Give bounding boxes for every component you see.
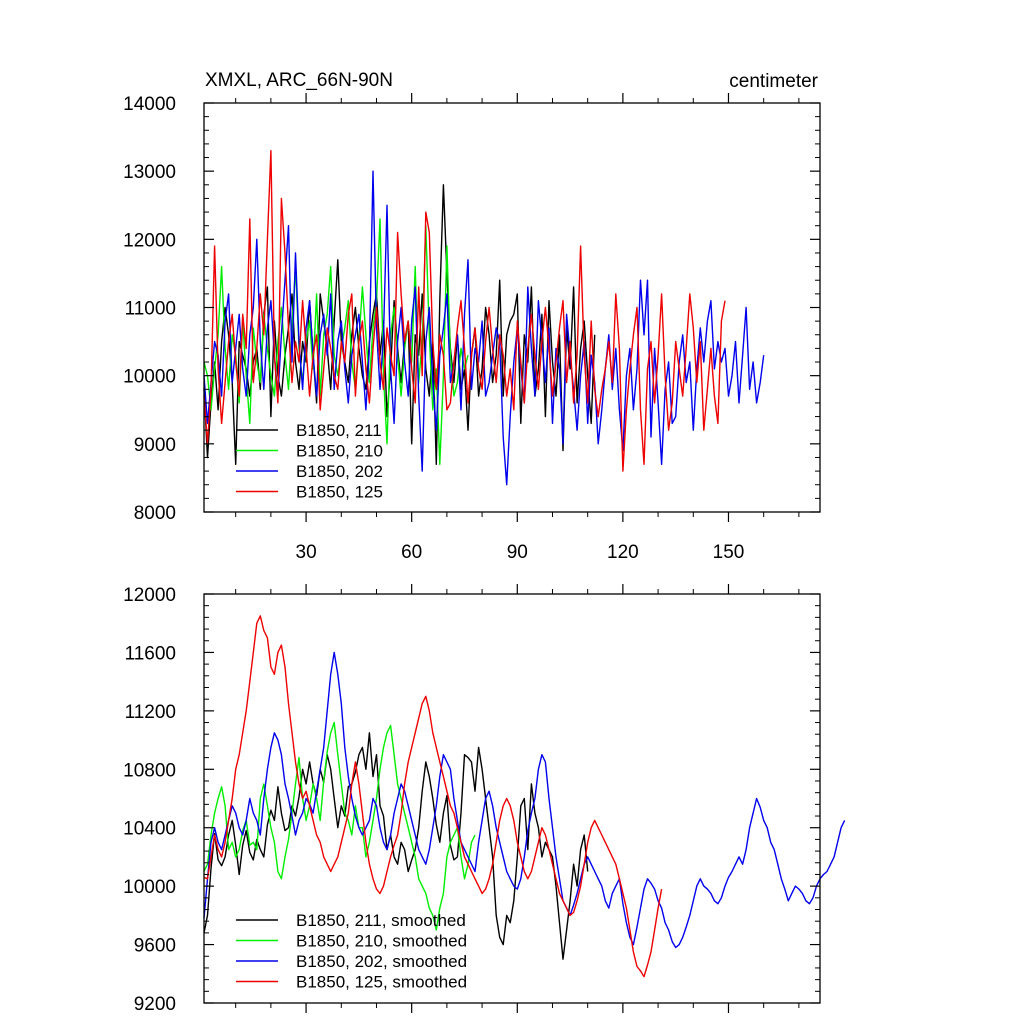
top-units: centimeter [729, 71, 818, 92]
y-tick-label: 11600 [125, 643, 176, 664]
legend-label: B1850, 202 [296, 462, 383, 481]
legend-label: B1850, 210, smoothed [296, 932, 467, 951]
legend-label: B1850, 210 [296, 442, 383, 461]
y-tick-label: 11200 [125, 702, 176, 723]
y-tick-label: 10400 [123, 819, 176, 840]
legend-label: B1850, 211 [296, 421, 382, 440]
bottom-series-group [203, 615, 846, 978]
legend-label: B1850, 202, smoothed [296, 952, 467, 971]
top-series-group [203, 149, 765, 486]
y-tick-label: 10000 [123, 877, 176, 898]
y-tick-label: 14000 [123, 94, 176, 115]
y-tick-label: 8000 [134, 503, 176, 524]
y-tick-label: 11000 [125, 299, 176, 320]
x-tick-label: 90 [507, 542, 528, 563]
series-line-top-3 [203, 149, 726, 472]
x-tick-label: 150 [713, 542, 745, 563]
y-tick-label: 9200 [134, 994, 176, 1015]
legend-label: B1850, 211, smoothed [296, 911, 466, 930]
legend-label: B1850, 125 [296, 483, 383, 502]
x-tick-label: 30 [296, 542, 317, 563]
bottom-panel: 9200 9600 10000 10400 10800 11200 11600 12000 B… [123, 584, 846, 1015]
x-tick-label: 60 [401, 542, 422, 563]
top-axes: 8000 9000 10000 11000 12000 13000 14000 30 60 90 1… [123, 93, 821, 563]
y-tick-label: 10800 [123, 760, 176, 781]
plot-frame [203, 593, 821, 1004]
bottom-legend: B1850, 211, smoothed B1850, 210, smoothed… [236, 911, 467, 992]
legend-label: B1850, 125, smoothed [296, 973, 467, 992]
y-tick-label: 12000 [123, 230, 176, 251]
y-tick-label: 12000 [123, 585, 176, 606]
y-tick-label: 9600 [134, 936, 176, 957]
bottom-axes: 9200 9600 10000 10400 10800 11200 11600 12000 [123, 584, 821, 1015]
y-tick-label: 9000 [134, 435, 176, 456]
series-line-bottom-2 [203, 651, 846, 949]
top-title: XMXL, ARC_66N-90N [205, 70, 393, 91]
y-tick-label: 10000 [123, 367, 176, 388]
top-panel: XMXL, ARC_66N-90N centimeter 8000 9000 100… [123, 70, 821, 563]
y-tick-label: 13000 [123, 162, 176, 183]
series-line-bottom-3 [203, 615, 663, 978]
series-line-bottom-0 [203, 732, 589, 960]
series-line-bottom-1 [203, 721, 476, 931]
x-tick-label: 120 [607, 542, 639, 563]
